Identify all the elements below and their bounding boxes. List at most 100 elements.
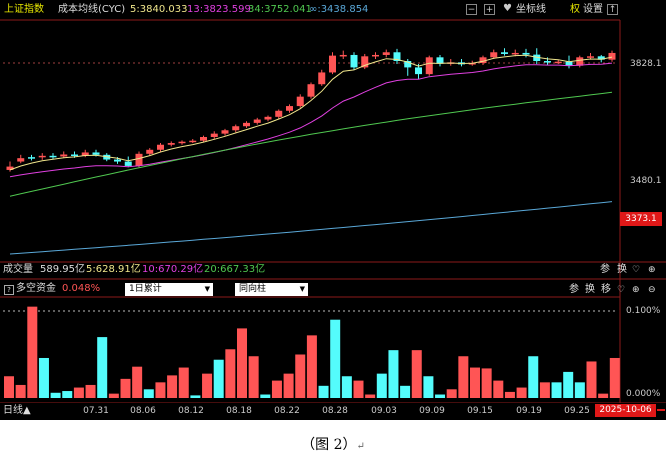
- fund-axis-top: 0.100%: [626, 306, 661, 316]
- volume-zoom-icon[interactable]: ⊕: [648, 265, 656, 275]
- expand-icon[interactable]: ↑: [607, 4, 618, 15]
- fund-bar: [237, 328, 247, 398]
- indicator-name[interactable]: 成本均线(CYC): [58, 4, 126, 15]
- bar-type-select-value: 同向柱: [239, 284, 267, 294]
- volume-switch-button[interactable]: 换: [617, 264, 627, 275]
- adjust-rights[interactable]: 权: [570, 4, 580, 15]
- volume-ma20: 20:667.33亿: [204, 264, 266, 275]
- fund-bar: [27, 306, 38, 398]
- fund-bar: [120, 378, 131, 398]
- fund-bar: [458, 356, 469, 398]
- cyc34-line: [9, 91, 613, 197]
- candle-body: [576, 57, 584, 66]
- fund-bar: [85, 384, 96, 398]
- fund-bar: [470, 367, 480, 398]
- fund-switch-button[interactable]: 换: [585, 284, 595, 295]
- candle-body: [124, 161, 132, 166]
- fund-zoom-out-icon[interactable]: ⊖: [648, 285, 656, 295]
- fund-bar: [295, 354, 306, 398]
- period-label: 日线: [3, 405, 23, 416]
- candle-body: [597, 56, 605, 60]
- candle-body: [296, 96, 304, 107]
- candle-body: [275, 110, 283, 117]
- candle-body: [81, 152, 89, 156]
- volume-total: 589.95亿: [40, 264, 85, 275]
- fund-bar: [62, 391, 73, 398]
- candle-body: [544, 61, 551, 63]
- period-select-value: 1日累计: [129, 284, 162, 294]
- candle-body: [17, 158, 25, 162]
- cyc5-line: [9, 54, 613, 171]
- fund-bar: [167, 375, 178, 398]
- fund-zoom-in-icon[interactable]: ⊕: [632, 285, 640, 295]
- bar-type-select[interactable]: 同向柱 ▼: [235, 283, 308, 296]
- cycinf-line: [9, 201, 613, 255]
- fund-bar: [388, 350, 399, 398]
- candle-body: [146, 149, 154, 154]
- gridline-toggle[interactable]: 坐标线: [516, 4, 546, 15]
- fund-bar: [423, 376, 434, 398]
- candle-body: [264, 116, 272, 120]
- heart-icon[interactable]: ♥: [503, 3, 512, 14]
- fund-bar: [435, 394, 446, 398]
- fund-bar: [260, 394, 271, 398]
- candle-body: [157, 144, 164, 150]
- fund-bar: [598, 393, 609, 398]
- volume-heart-icon[interactable]: ♡: [632, 265, 641, 275]
- fund-move-button[interactable]: 移: [601, 284, 611, 295]
- fund-bar: [155, 382, 166, 398]
- cyc13-line: [9, 62, 613, 178]
- fund-bar: [504, 391, 515, 398]
- volume-params-button[interactable]: 参: [600, 264, 610, 275]
- chevron-down-icon: ▼: [204, 285, 210, 293]
- cursor-date-badge: 2025-10-06: [595, 404, 656, 417]
- fund-params-button[interactable]: 参: [569, 284, 579, 295]
- cyc34-value: 34:3752.041: [248, 4, 312, 15]
- candle-body: [339, 54, 347, 57]
- candle-body: [479, 57, 487, 64]
- index-name[interactable]: 上证指数: [4, 4, 44, 15]
- fund-bar: [318, 385, 329, 398]
- candle-body: [361, 56, 369, 68]
- fund-bar: [283, 373, 294, 398]
- cyc13-value: 13:3823.599: [187, 4, 251, 15]
- fund-bar: [528, 356, 539, 398]
- fund-bar: [493, 380, 504, 398]
- period-toggle[interactable]: 日线▲: [3, 405, 31, 416]
- fund-bar: [108, 393, 119, 398]
- candle-body: [167, 143, 175, 145]
- minimize-icon[interactable]: −: [466, 4, 477, 15]
- fund-bar: [213, 359, 224, 398]
- candle-body: [490, 52, 498, 58]
- candle-body: [393, 52, 401, 62]
- candle-body: [200, 136, 207, 141]
- candle-body: [565, 61, 573, 66]
- candle-body: [38, 155, 46, 158]
- candle-body: [587, 56, 594, 58]
- candle-body: [189, 140, 197, 143]
- settings-button[interactable]: 设置: [583, 4, 603, 15]
- fund-bar: [353, 380, 364, 398]
- candle-body: [114, 159, 121, 162]
- help-icon[interactable]: ?: [4, 285, 14, 295]
- fund-value: 0.048%: [62, 283, 101, 294]
- volume-label: 成交量: [3, 264, 33, 275]
- price-label-top: 3828.1: [630, 59, 662, 69]
- fund-bar: [563, 371, 574, 398]
- current-price-badge: 3373.1: [620, 212, 662, 226]
- candle-body: [608, 52, 616, 60]
- date-label: 08.28: [322, 406, 348, 416]
- candle-body: [372, 54, 379, 57]
- fund-heart-icon[interactable]: ♡: [617, 285, 626, 295]
- candle-body: [243, 122, 250, 127]
- volume-ma10: 10:670.29亿: [142, 264, 204, 275]
- candle-body: [28, 157, 35, 159]
- fund-bar: [15, 384, 26, 398]
- fund-title[interactable]: 多空资金: [16, 283, 56, 294]
- candle-body: [425, 57, 433, 75]
- period-select[interactable]: 1日累计 ▼: [125, 283, 213, 296]
- chart-canvas[interactable]: [0, 0, 666, 420]
- add-icon[interactable]: +: [484, 4, 495, 15]
- candle-body: [135, 153, 143, 166]
- candle-body: [307, 84, 315, 97]
